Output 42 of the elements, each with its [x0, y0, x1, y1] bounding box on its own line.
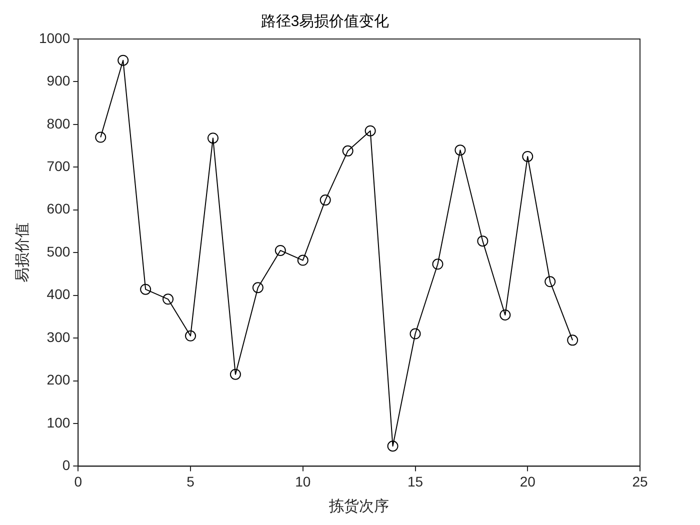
point [567, 334, 578, 346]
x-tick-label: 5 [186, 473, 195, 490]
point [522, 150, 534, 162]
y-tick-label: 300 [46, 328, 70, 345]
chart-title: 路径3易损价值变化 [260, 13, 390, 30]
point [95, 132, 106, 143]
point [252, 282, 264, 294]
point [230, 368, 241, 380]
point [387, 440, 398, 452]
y-tick-label: 700 [46, 158, 70, 174]
point [274, 244, 286, 256]
x-tick-label: 20 [520, 473, 536, 490]
x-tick-label: 10 [295, 473, 311, 490]
point [207, 132, 218, 144]
point [342, 145, 354, 156]
y-tick-label: 600 [46, 200, 70, 217]
point [454, 144, 466, 156]
x-tick-label: 0 [74, 473, 82, 490]
point [544, 276, 556, 288]
point [140, 284, 152, 295]
y-axis-title: 易损价值 [14, 222, 32, 283]
y-tick-label: 100 [46, 414, 70, 430]
point [320, 194, 331, 206]
x-tick-label: 15 [407, 473, 424, 490]
y-tick-label: 500 [46, 243, 70, 260]
point [410, 328, 421, 340]
y-tick-label: 800 [46, 115, 70, 132]
x-tick-label: 25 [632, 473, 648, 490]
y-tick-label: 1000 [38, 30, 70, 46]
point [297, 254, 308, 266]
point [118, 54, 129, 66]
y-tick-label: 400 [46, 286, 70, 302]
point [477, 236, 488, 247]
y-tick-label: 200 [46, 372, 70, 388]
x-axis-title: 拣货次序 [328, 498, 390, 516]
point [162, 294, 174, 305]
point [500, 309, 511, 320]
y-tick-label: 900 [46, 72, 70, 89]
y-tick-label: 0 [62, 457, 70, 474]
point [185, 330, 196, 342]
point [432, 258, 444, 270]
point [364, 125, 376, 136]
